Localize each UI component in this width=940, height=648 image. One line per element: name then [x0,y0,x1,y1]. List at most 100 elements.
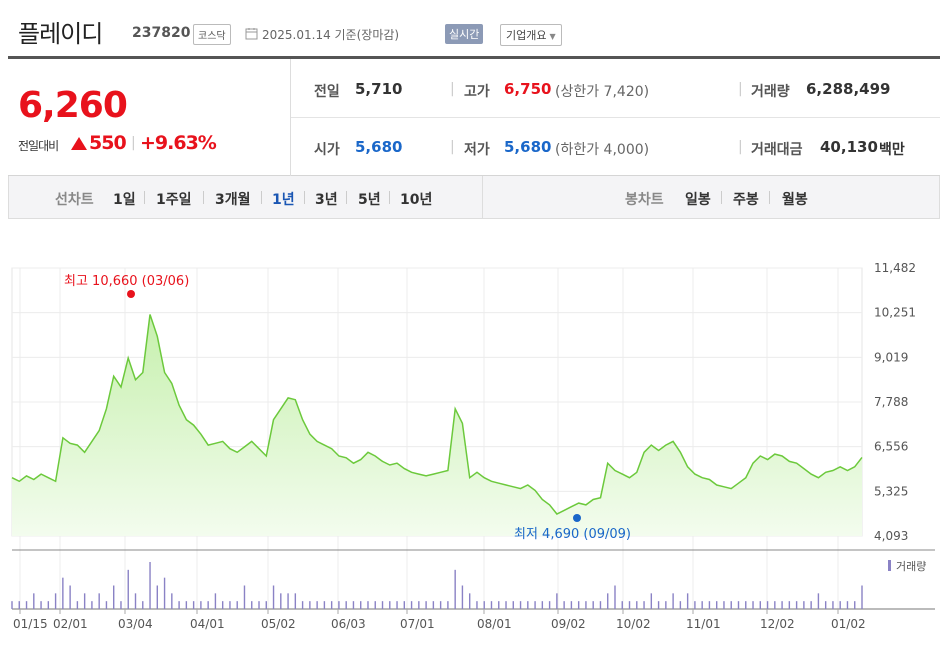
prev-close-value: 5,710 [355,80,403,98]
tab-divider [261,191,262,204]
volume-bar [265,601,267,609]
tab-3year[interactable]: 3년 [315,192,338,208]
tab-5year[interactable]: 5년 [358,192,381,208]
volume-bar [563,601,565,609]
volume-bar [345,601,347,609]
tab-1week[interactable]: 1주일 [156,192,192,208]
tabs-separator [482,176,483,218]
volume-bar [316,601,318,609]
change-label: 전일대비 [18,139,59,153]
volume-bar [272,585,275,609]
x-tick-label: 06/03 [331,617,366,631]
volume-bar [745,601,747,609]
realtime-button[interactable]: 실시간 [445,24,484,44]
volume-bar [396,601,398,609]
volume-bar [134,593,137,609]
tab-10year[interactable]: 10년 [400,192,433,208]
y-tick-label: 7,788 [874,395,908,409]
calendar-icon [245,28,258,40]
price-chart[interactable]: 11,482 10,251 9,019 7,788 6,556 5,325 4,093 01… [0,236,940,648]
volume-bar [723,601,725,609]
volume-bar [149,562,151,609]
cell-separator: | [450,139,455,155]
volume-bar [69,585,71,609]
volume-bar [817,593,820,609]
tab-monthly-candle[interactable]: 월봉 [782,192,808,208]
quote-panel: 6,260 전일대비 550 | +9.63% 전일 5,710 | 고가 6,… [8,56,940,176]
volume-bar [200,601,202,609]
quote-row-divider [291,117,940,118]
volume-bar [556,593,558,609]
volume-bar [716,601,718,609]
tab-daily-candle[interactable]: 일봉 [685,192,711,208]
volume-bar [781,601,783,609]
volume-bar [367,601,369,609]
trade-amount-label: 거래대금 [751,142,803,158]
tab-weekly-candle[interactable]: 주봉 [733,192,759,208]
volume-bar [229,601,231,609]
volume-bar [214,593,217,609]
volume-bar [657,601,660,609]
volume-bar [607,593,609,609]
volume-bar [287,593,289,609]
x-tick-label: 09/02 [551,617,586,631]
volume-bar [352,601,355,609]
volume-bar [759,601,761,609]
volume-bar [766,601,769,609]
cell-separator: | [738,81,743,97]
market-badge: 코스닥 [193,24,231,45]
volume-bar [301,601,304,609]
volume-bar [476,601,478,609]
volume-bar [614,585,616,609]
tab-3month[interactable]: 3개월 [215,192,251,208]
change-separator: | [131,135,136,151]
volume-bar [192,601,195,609]
chevron-down-icon: ▼ [549,32,556,41]
volume-bar [599,601,602,609]
volume-bar [91,601,93,609]
high-marker [127,290,135,298]
company-info-label: 기업개요 [506,29,547,42]
tab-divider [346,191,347,204]
volume-bar [490,601,493,609]
volume-bar [854,601,856,609]
volume-bar [221,601,224,609]
candle-chart-label: 봉차트 [625,192,664,208]
volume-bar [432,601,435,609]
volume-bar [360,601,362,609]
volume-bar [11,601,13,609]
volume-bar [25,601,28,609]
volume-bar [156,585,158,609]
tab-1day[interactable]: 1일 [113,192,136,208]
volume-bar [686,593,689,609]
volume-bar [454,569,456,609]
company-info-dropdown[interactable]: 기업개요 ▼ [500,24,562,46]
volume-value: 6,288,499 [806,80,891,98]
volume-bar [236,601,238,609]
cell-separator: | [450,81,455,97]
volume-bar [47,601,50,609]
volume-bar [338,601,340,609]
volume-bar [113,585,115,609]
volume-bar [33,593,35,609]
volume-bar [737,601,740,609]
tab-1year[interactable]: 1년 [272,192,295,208]
y-tick-label: 6,556 [874,440,908,454]
volume-bar [846,601,849,609]
volume-bar [570,601,573,609]
x-tick-label: 12/02 [760,617,795,631]
volume-bar [541,601,544,609]
x-tick-label: 10/02 [616,617,651,631]
tab-divider [144,191,145,204]
volume-bar [730,601,732,609]
volume-bar [105,601,108,609]
x-tick-label: 05/02 [261,617,296,631]
change-percent: +9.63% [140,132,217,154]
volume-bar [694,601,696,609]
volume-bar [330,601,333,609]
volume-bar [468,593,471,609]
low-marker [573,514,581,522]
quote-date: 2025.01.14 기준(장마감) [262,28,400,42]
low-value: 5,680 [504,138,552,156]
volume-bar [163,577,166,609]
